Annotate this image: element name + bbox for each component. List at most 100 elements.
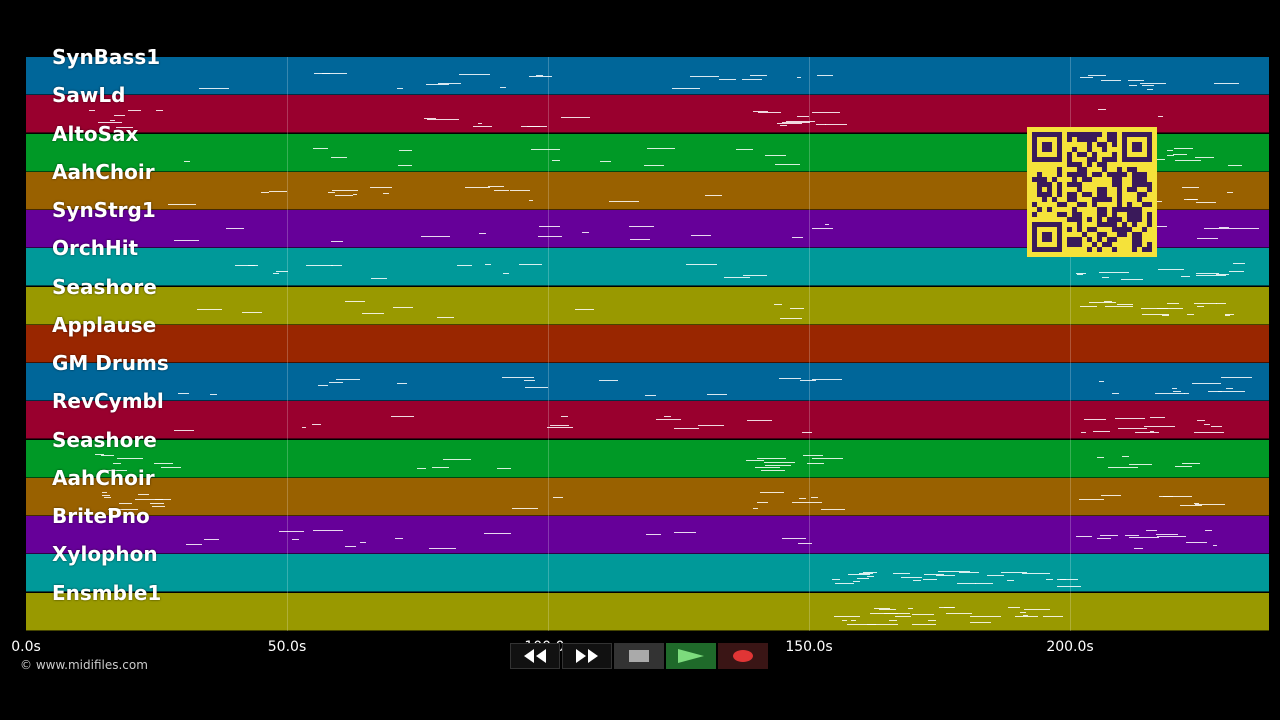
note-mark [427, 119, 459, 121]
note-mark [1001, 571, 1028, 573]
note-mark [1233, 263, 1245, 265]
note-mark [825, 124, 847, 126]
note-mark [852, 580, 861, 582]
note-mark [1224, 314, 1234, 316]
track-row[interactable]: RevCymbl [26, 389, 1269, 440]
note-mark [781, 538, 806, 540]
note-mark [523, 379, 535, 381]
note-mark [799, 380, 817, 382]
note-mark [923, 579, 938, 581]
note-mark [272, 272, 280, 274]
note-mark [1154, 392, 1186, 394]
note-mark [335, 195, 354, 197]
note-mark [1125, 535, 1139, 537]
note-mark [1173, 153, 1187, 155]
play-icon [678, 649, 704, 663]
track-row[interactable]: SawLd [26, 83, 1269, 134]
note-mark [313, 530, 343, 532]
note-mark [858, 572, 874, 574]
note-mark [528, 199, 534, 201]
note-mark [539, 226, 561, 228]
track-row[interactable]: AahChoir [26, 466, 1269, 516]
qr-code [1027, 127, 1157, 257]
note-mark [1083, 418, 1107, 420]
fast-forward-button[interactable] [562, 643, 612, 669]
note-mark [911, 624, 937, 625]
note-mark [101, 492, 107, 494]
note-mark [113, 462, 122, 464]
note-mark [644, 394, 657, 396]
timeline[interactable]: SynBass1 SawLd AltoSax AahChoir SynStrg1 Orch… [26, 45, 1269, 631]
rewind-button[interactable] [510, 643, 560, 669]
note-mark [944, 606, 955, 608]
record-button[interactable] [718, 643, 768, 669]
play-button[interactable] [666, 643, 716, 669]
note-mark [1134, 431, 1159, 433]
note-mark [863, 572, 877, 574]
note-mark [707, 393, 728, 395]
copyright-text: © www.midifiles.com [20, 658, 148, 672]
note-mark [371, 278, 388, 280]
note-mark [1218, 390, 1245, 392]
track-row[interactable]: Seashore [26, 275, 1269, 325]
note-mark [779, 317, 802, 319]
note-mark [1173, 390, 1182, 392]
note-mark [1114, 417, 1146, 419]
note-mark [156, 110, 163, 112]
note-mark [746, 419, 772, 421]
track-row[interactable]: GM Drums [26, 351, 1269, 401]
note-mark [754, 467, 781, 469]
note-mark [785, 121, 816, 123]
note-mark [791, 501, 822, 503]
note-mark [938, 571, 971, 572]
track-row[interactable]: Seashore [26, 428, 1269, 478]
note-mark [689, 75, 719, 77]
note-mark [108, 508, 139, 510]
note-mark [746, 460, 764, 462]
track-row[interactable]: BritePno [26, 504, 1269, 554]
note-mark [150, 503, 165, 505]
note-mark [812, 379, 842, 381]
note-mark [1121, 456, 1129, 458]
note-mark [1180, 276, 1191, 278]
note-mark [936, 574, 955, 576]
note-mark [362, 313, 384, 315]
track-label: SawLd [52, 83, 126, 108]
note-mark [741, 79, 763, 81]
note-mark [761, 470, 786, 472]
track-row[interactable]: Xylophon [26, 542, 1269, 593]
note-mark [269, 191, 287, 193]
note-mark [398, 150, 412, 152]
note-mark [152, 505, 166, 507]
track-row[interactable]: Applause [26, 313, 1269, 363]
track-row[interactable]: Ensmble1 [26, 581, 1269, 631]
stop-button[interactable] [614, 643, 664, 669]
note-mark [1196, 306, 1204, 308]
note-mark [322, 73, 348, 75]
note-mark [869, 613, 899, 615]
grid-line [548, 57, 549, 631]
note-mark [102, 494, 111, 496]
note-mark [510, 189, 531, 191]
track-label: BritePno [52, 504, 150, 528]
note-mark [1154, 158, 1166, 160]
note-mark [1145, 530, 1158, 532]
note-mark [331, 156, 347, 158]
note-mark [484, 533, 511, 535]
note-mark [459, 74, 490, 76]
note-mark [1191, 383, 1222, 385]
note-mark [685, 264, 718, 266]
note-mark [472, 125, 492, 127]
note-mark [764, 465, 791, 467]
note-mark [1227, 164, 1243, 166]
note-mark [608, 201, 640, 203]
note-mark [1225, 315, 1230, 317]
note-mark [1194, 156, 1214, 158]
note-mark [1088, 75, 1107, 77]
track-row[interactable]: SynBass1 [26, 45, 1269, 95]
note-mark [1163, 496, 1193, 498]
note-mark [173, 429, 194, 431]
note-mark [94, 454, 104, 456]
note-mark [834, 582, 854, 584]
note-mark [663, 415, 671, 417]
